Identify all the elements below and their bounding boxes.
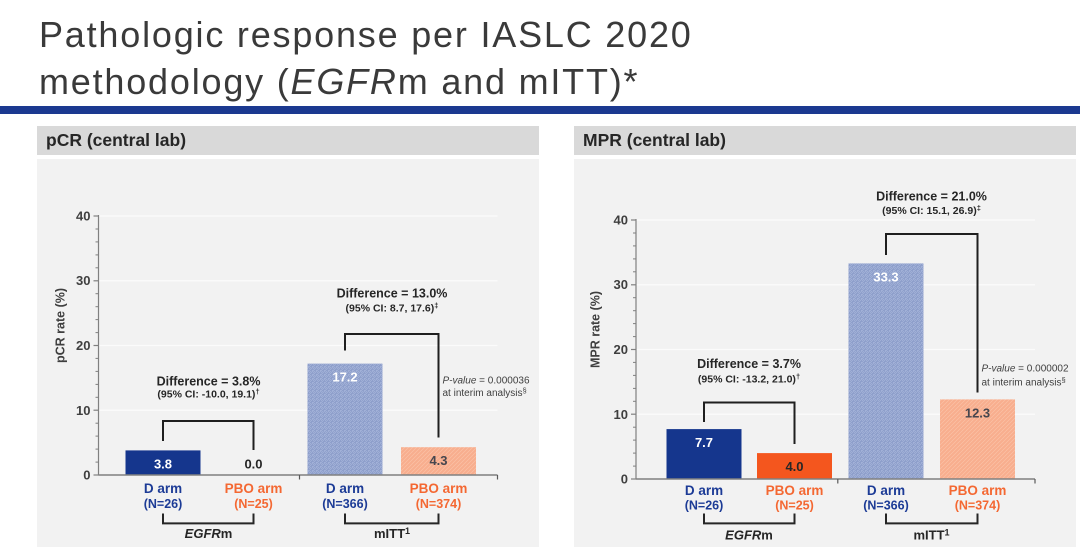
svg-text:Difference = 13.0%: Difference = 13.0%: [337, 287, 448, 301]
svg-text:10: 10: [76, 403, 90, 418]
svg-text:(95% CI: 8.7, 17.6)‡: (95% CI: 8.7, 17.6)‡: [346, 301, 439, 315]
svg-text:at interim analysis§: at interim analysis§: [443, 386, 527, 399]
svg-text:D arm: D arm: [685, 483, 723, 498]
svg-text:33.3: 33.3: [873, 269, 898, 284]
svg-text:PBO arm: PBO arm: [410, 481, 468, 496]
svg-text:0.0: 0.0: [244, 457, 262, 472]
svg-text:0: 0: [83, 468, 90, 483]
svg-text:P-value = 0.000036: P-value = 0.000036: [443, 376, 530, 387]
svg-text:(N=374): (N=374): [416, 497, 462, 511]
svg-text:at interim analysis§: at interim analysis§: [982, 376, 1066, 389]
svg-text:(95% CI: -13.2, 21.0)†: (95% CI: -13.2, 21.0)†: [698, 372, 800, 386]
svg-text:40: 40: [76, 209, 90, 224]
svg-text:(95% CI: -10.0, 19.1)†: (95% CI: -10.0, 19.1)†: [157, 387, 259, 401]
svg-text:4.3: 4.3: [429, 453, 447, 468]
svg-text:20: 20: [76, 338, 90, 353]
svg-text:(N=25): (N=25): [775, 499, 814, 513]
svg-text:(N=26): (N=26): [144, 497, 183, 511]
svg-text:(N=366): (N=366): [322, 497, 368, 511]
svg-text:7.7: 7.7: [695, 435, 713, 450]
svg-text:30: 30: [614, 277, 628, 292]
svg-text:mITT1: mITT1: [374, 526, 410, 541]
svg-text:17.2: 17.2: [332, 370, 357, 385]
svg-text:pCR rate (%): pCR rate (%): [54, 288, 68, 363]
svg-text:EGFRm: EGFRm: [725, 528, 773, 543]
svg-text:PBO arm: PBO arm: [766, 483, 824, 498]
svg-text:(95% CI: 15.1, 26.9)‡: (95% CI: 15.1, 26.9)‡: [882, 204, 981, 218]
svg-text:MPR rate (%): MPR rate (%): [589, 291, 603, 368]
svg-text:Difference = 3.7%: Difference = 3.7%: [697, 357, 801, 371]
svg-text:D arm: D arm: [867, 483, 905, 498]
svg-text:D arm: D arm: [326, 481, 364, 496]
svg-text:EGFRm: EGFRm: [185, 526, 233, 541]
svg-text:40: 40: [614, 213, 628, 228]
svg-text:30: 30: [76, 273, 90, 288]
svg-text:(N=25): (N=25): [234, 497, 273, 511]
svg-text:PBO arm: PBO arm: [225, 481, 283, 496]
svg-text:(N=366): (N=366): [863, 499, 909, 513]
svg-text:D arm: D arm: [144, 481, 182, 496]
svg-text:20: 20: [614, 342, 628, 357]
svg-text:3.8: 3.8: [154, 456, 172, 471]
svg-text:0: 0: [621, 472, 628, 487]
svg-text:Difference = 3.8%: Difference = 3.8%: [157, 375, 261, 389]
svg-text:P-value = 0.000002: P-value = 0.000002: [982, 364, 1069, 375]
svg-text:4.0: 4.0: [785, 459, 803, 474]
svg-text:Difference = 21.0%: Difference = 21.0%: [876, 190, 987, 204]
svg-text:PBO arm: PBO arm: [949, 483, 1007, 498]
svg-text:10: 10: [614, 407, 628, 422]
svg-text:(N=26): (N=26): [685, 499, 724, 513]
svg-text:(N=374): (N=374): [955, 499, 1001, 513]
svg-text:mITT1: mITT1: [913, 528, 949, 543]
svg-text:12.3: 12.3: [965, 405, 990, 420]
